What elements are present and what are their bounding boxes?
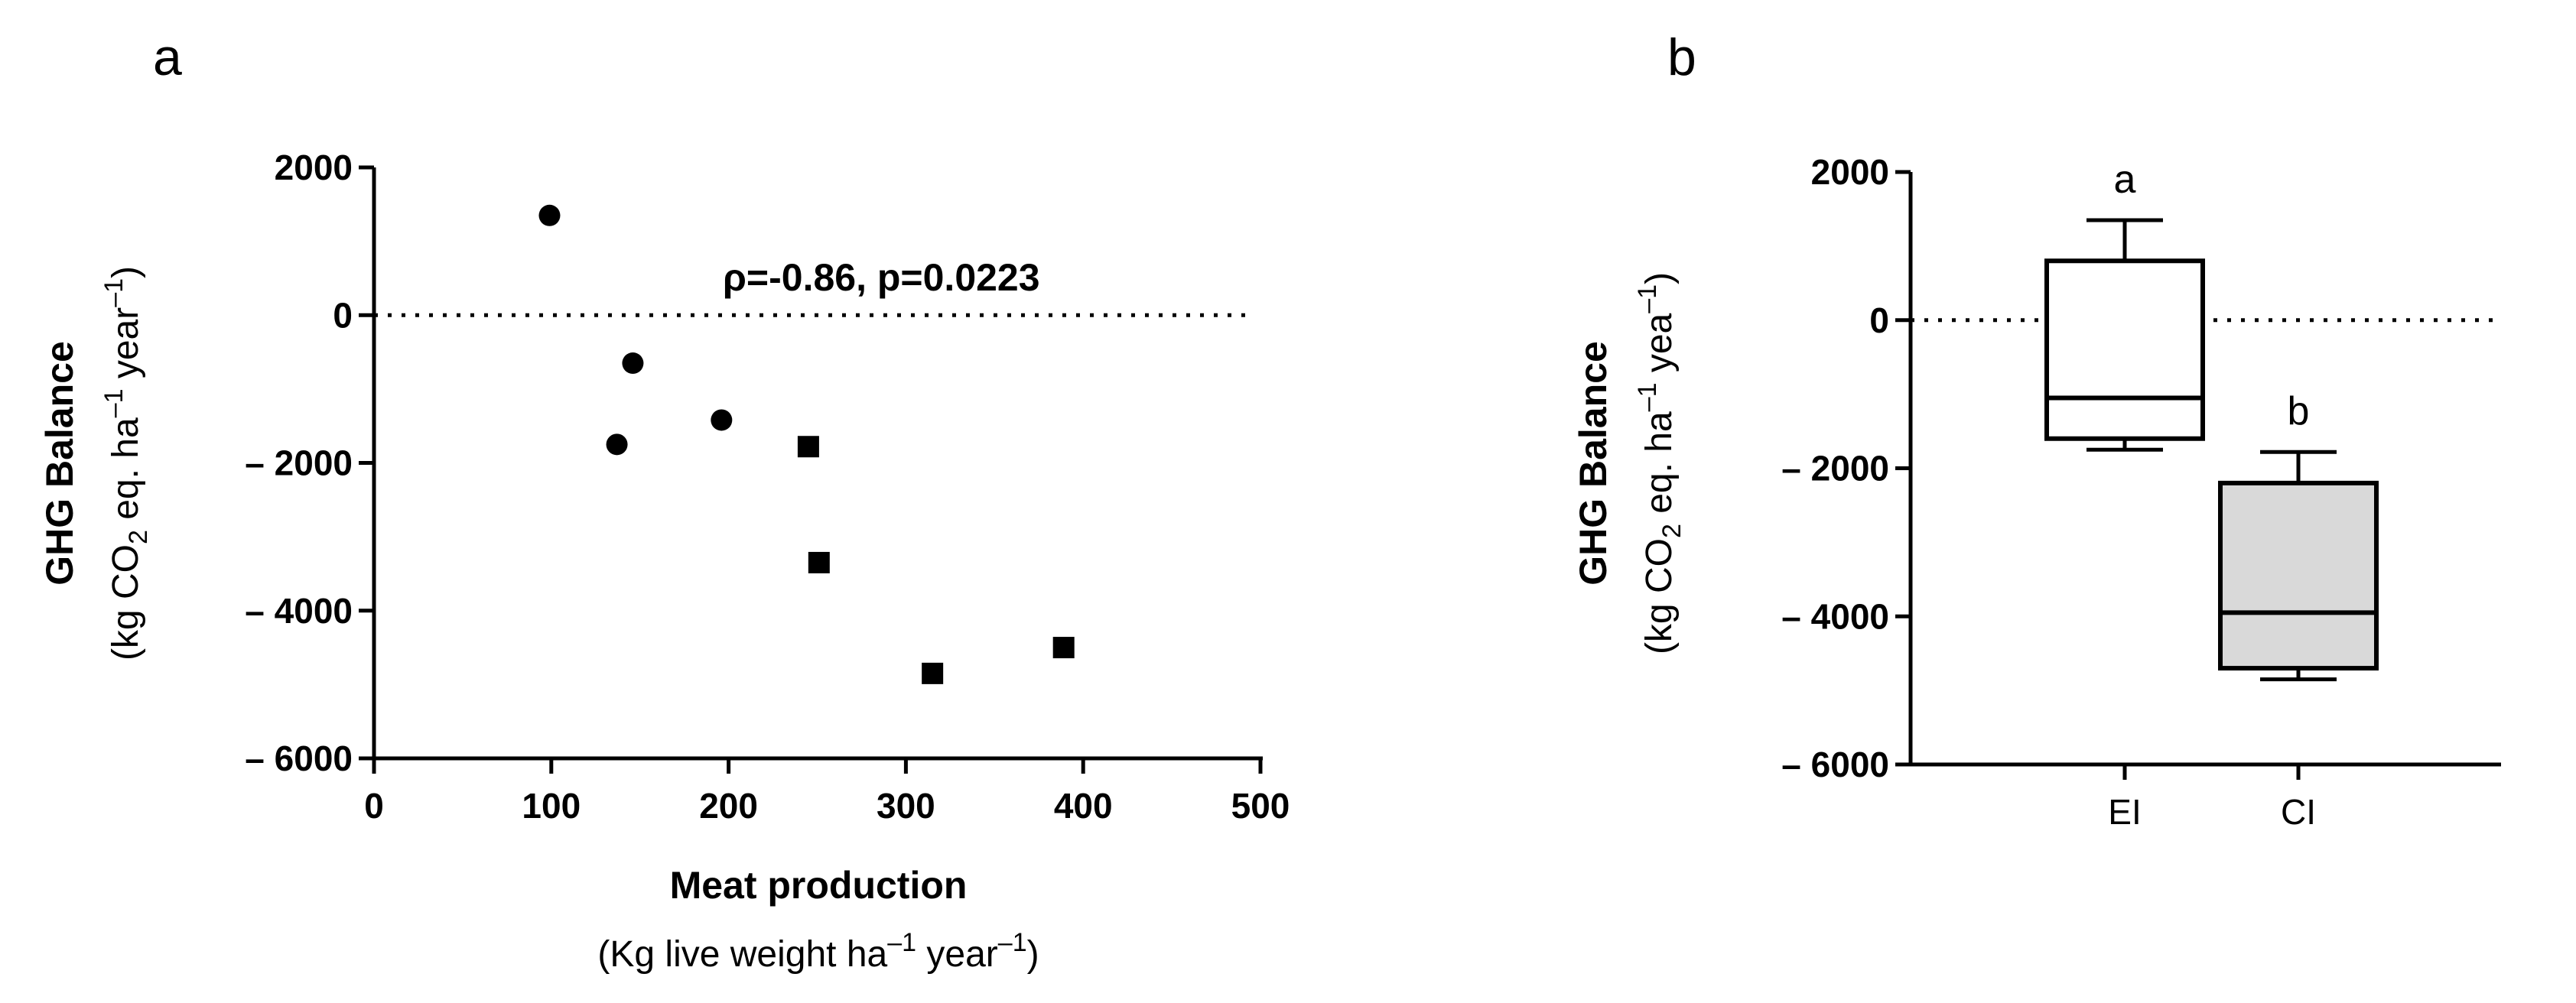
panel-a-y-tick-label: 2000 xyxy=(275,148,353,187)
panel-a-scatter: a 2000 0 – 2000 – 4000 – 6000 0 100 200 300 400 5… xyxy=(38,28,1290,975)
panel-b-y-title-group: GHG Balance xyxy=(1572,341,1615,586)
panel-a-y-title: GHG Balance xyxy=(38,341,81,586)
box-iqr xyxy=(2218,480,2379,671)
panel-a-x-tick-label: 100 xyxy=(522,786,581,826)
panel-b-category-label: CI xyxy=(2281,792,2316,832)
point-ei xyxy=(711,409,733,431)
panel-a-y-tick-label: – 2000 xyxy=(245,443,353,483)
point-ci xyxy=(797,436,819,458)
point-ci xyxy=(808,551,830,573)
panel-b-y-tick-label: 0 xyxy=(1869,300,1889,340)
panel-b-category-label: EI xyxy=(2108,792,2141,832)
panel-a-y-units-group: (kg CO2 eq. ha–1 year–1) xyxy=(99,266,153,661)
box-iqr xyxy=(2044,258,2205,441)
panel-a-y-tick-label: – 6000 xyxy=(245,738,353,778)
panel-b-y-tick-label: – 4000 xyxy=(1781,596,1889,636)
point-ci xyxy=(1052,637,1075,659)
panel-a-correlation-annotation: ρ=-0.86, p=0.0223 xyxy=(723,256,1040,299)
panel-b-y-units: (kg CO2 eq. ha–1 yea–1) xyxy=(1633,272,1686,654)
panel-b-x-ticks: EI CI xyxy=(2108,764,2316,832)
panel-b-boxes: ab xyxy=(2044,157,2379,682)
significance-letter: b xyxy=(2288,389,2310,433)
point-ei xyxy=(622,352,644,375)
panel-a-y-tick-label: – 4000 xyxy=(245,591,353,631)
panel-a-y-ticks: 2000 0 – 2000 – 4000 – 6000 xyxy=(245,148,374,778)
panel-b-y-tick-label: – 2000 xyxy=(1781,449,1889,489)
point-ei xyxy=(606,433,628,456)
panel-a-x-tick-label: 0 xyxy=(364,786,384,826)
panel-b-y-title: GHG Balance xyxy=(1572,341,1615,586)
panel-a-x-units: (Kg live weight ha–1 year–1) xyxy=(597,928,1039,975)
panel-a-x-tick-label: 400 xyxy=(1054,786,1113,826)
panel-a-x-title: Meat production xyxy=(670,864,968,907)
panel-a-x-ticks: 0 100 200 300 400 500 xyxy=(364,758,1290,826)
panel-a-y-title-group: GHG Balance xyxy=(38,341,81,586)
point-ci xyxy=(922,662,944,684)
box-ci: b xyxy=(2218,389,2379,682)
significance-letter: a xyxy=(2114,157,2136,202)
box-ei: a xyxy=(2044,157,2205,452)
panel-a-y-tick-label: 0 xyxy=(333,295,353,335)
panel-b-y-tick-label: 2000 xyxy=(1811,152,1889,192)
point-ei xyxy=(538,204,561,226)
panel-a-points xyxy=(538,204,1075,684)
panel-a-x-tick-label: 200 xyxy=(699,786,758,826)
panel-a-y-units: (kg CO2 eq. ha–1 year–1) xyxy=(99,266,153,661)
panel-b-y-tick-label: – 6000 xyxy=(1781,745,1889,784)
panel-a-x-tick-label: 500 xyxy=(1231,786,1290,826)
panel-b-label: b xyxy=(1667,28,1696,86)
panel-a-label: a xyxy=(153,28,182,86)
panel-b-y-ticks: 2000 0 – 2000 – 4000 – 6000 xyxy=(1781,152,1911,784)
panel-b-y-units-group: (kg CO2 eq. ha–1 yea–1) xyxy=(1633,272,1686,654)
panel-a-x-tick-label: 300 xyxy=(877,786,935,826)
